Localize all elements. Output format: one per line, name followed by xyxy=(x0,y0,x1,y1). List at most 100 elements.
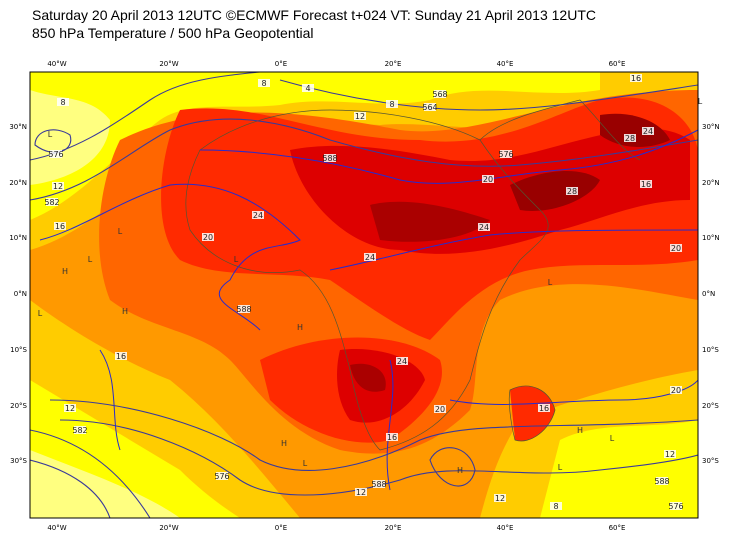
pressure-center: L xyxy=(38,309,43,318)
lat-label-right: 10°S xyxy=(702,346,719,354)
contour-label: 8 xyxy=(261,79,266,88)
contour-label-box xyxy=(656,477,668,485)
contour-label-box xyxy=(74,426,86,434)
contour-label-box xyxy=(538,404,550,412)
contour-label: 16 xyxy=(116,352,126,361)
contour-label-box xyxy=(630,74,642,82)
lon-label-bottom: 20°E xyxy=(385,524,402,532)
contour-label-box xyxy=(434,90,446,98)
contour-label-box xyxy=(640,180,652,188)
contour-labels: 8 576 12 582 16 4 8 564 12 568 588 576 20 16 24 20 24 24 2… xyxy=(38,74,703,511)
lat-label-right: 0°N xyxy=(702,290,715,298)
lat-label-left: 10°S xyxy=(10,346,27,354)
contour-label-box xyxy=(302,84,314,92)
contour-label: 16 xyxy=(539,404,549,413)
title-line-1: Saturday 20 April 2013 12UTC ©ECMWF Fore… xyxy=(32,7,596,23)
pressure-center: L xyxy=(118,227,123,236)
contour-label: 8 xyxy=(60,98,65,107)
lon-label-top: 40°W xyxy=(47,60,66,68)
contour-label: 588 xyxy=(654,477,669,486)
contour-label: 24 xyxy=(397,357,407,366)
contour-label: 16 xyxy=(387,433,397,442)
lat-label-right: 20°N xyxy=(702,179,720,187)
contour-label-box xyxy=(57,98,69,106)
contour-label-box xyxy=(664,450,676,458)
contour-label-box xyxy=(258,79,270,87)
contour-label-box xyxy=(115,352,127,360)
lat-label-left: 0°N xyxy=(14,290,27,298)
contour-label-box xyxy=(624,134,636,142)
pressure-center: H xyxy=(281,439,287,448)
contour-label-box xyxy=(566,187,578,195)
contour-label: 588 xyxy=(236,305,251,314)
lat-label-left: 20°S xyxy=(10,402,27,410)
contour-label: 8 xyxy=(553,502,558,511)
pressure-center: L xyxy=(698,97,703,106)
contour-label-box xyxy=(50,150,62,158)
contour-label-box xyxy=(364,253,376,261)
contour-label-box xyxy=(670,244,682,252)
pressure-center: L xyxy=(303,459,308,468)
contour-label-box xyxy=(252,211,264,219)
contour-label: 582 xyxy=(72,426,87,435)
lon-label-bottom: 40°E xyxy=(497,524,514,532)
contour-label-box xyxy=(670,502,682,510)
contour-label: 24 xyxy=(253,211,263,220)
contour-label: 20 xyxy=(203,233,213,242)
pressure-center: H xyxy=(297,323,303,332)
contour-label: 4 xyxy=(305,84,310,93)
lat-label-right: 30°S xyxy=(702,457,719,465)
lat-label-left: 20°N xyxy=(9,179,27,187)
title-line-2: 850 hPa Temperature / 500 hPa Geopotenti… xyxy=(32,25,314,41)
contour-label-box xyxy=(238,305,250,313)
pressure-center: H xyxy=(457,466,463,475)
contour-label: 16 xyxy=(641,180,651,189)
contour-label: 8 xyxy=(389,100,394,109)
contour-label: 588 xyxy=(371,480,386,489)
contour-label-box xyxy=(64,404,76,412)
contour-label: 24 xyxy=(643,127,653,136)
pressure-center: L xyxy=(558,463,563,472)
contour-label-box xyxy=(396,357,408,365)
lon-label-top: 40°E xyxy=(497,60,514,68)
lat-label-right: 10°N xyxy=(702,234,720,242)
contour-label: 12 xyxy=(356,488,366,497)
contour-label: 12 xyxy=(65,404,75,413)
contour-label: 28 xyxy=(567,187,577,196)
lat-label-left: 30°S xyxy=(10,457,27,465)
contour-label: 576 xyxy=(498,150,513,159)
contour-label-box xyxy=(482,175,494,183)
contour-label-box xyxy=(355,488,367,496)
lon-label-bottom: 20°W xyxy=(159,524,178,532)
lon-label-top: 20°W xyxy=(159,60,178,68)
contour-label-box xyxy=(324,154,336,162)
contour-label-box xyxy=(500,150,512,158)
lon-label-top: 60°E xyxy=(609,60,626,68)
map-area xyxy=(30,72,698,518)
contour-label-box xyxy=(354,112,366,120)
lon-label-bottom: 60°E xyxy=(609,524,626,532)
lat-label-right: 30°N xyxy=(702,123,720,131)
contour-label-box xyxy=(216,472,228,480)
contour-label: 568 xyxy=(432,90,447,99)
lon-label-bottom: 0°E xyxy=(275,524,287,532)
contour-label-box xyxy=(478,223,490,231)
pressure-center: L xyxy=(234,255,239,264)
pressure-center: L xyxy=(610,434,615,443)
contour-label-box xyxy=(386,433,398,441)
contour-label: 576 xyxy=(214,472,229,481)
contour-label: 28 xyxy=(625,134,635,143)
contour-label-box xyxy=(52,182,64,190)
pressure-center: L xyxy=(48,130,53,139)
lat-label-left: 10°N xyxy=(9,234,27,242)
contour-label: 20 xyxy=(671,386,681,395)
lon-label-bottom: 40°W xyxy=(47,524,66,532)
lat-label-left: 30°N xyxy=(9,123,27,131)
contour-label-box xyxy=(424,103,436,111)
contour-label-box xyxy=(373,480,385,488)
contour-label-box xyxy=(46,198,58,206)
contour-label-box xyxy=(642,127,654,135)
contour-label-box xyxy=(202,233,214,241)
contour-label: 24 xyxy=(479,223,489,232)
